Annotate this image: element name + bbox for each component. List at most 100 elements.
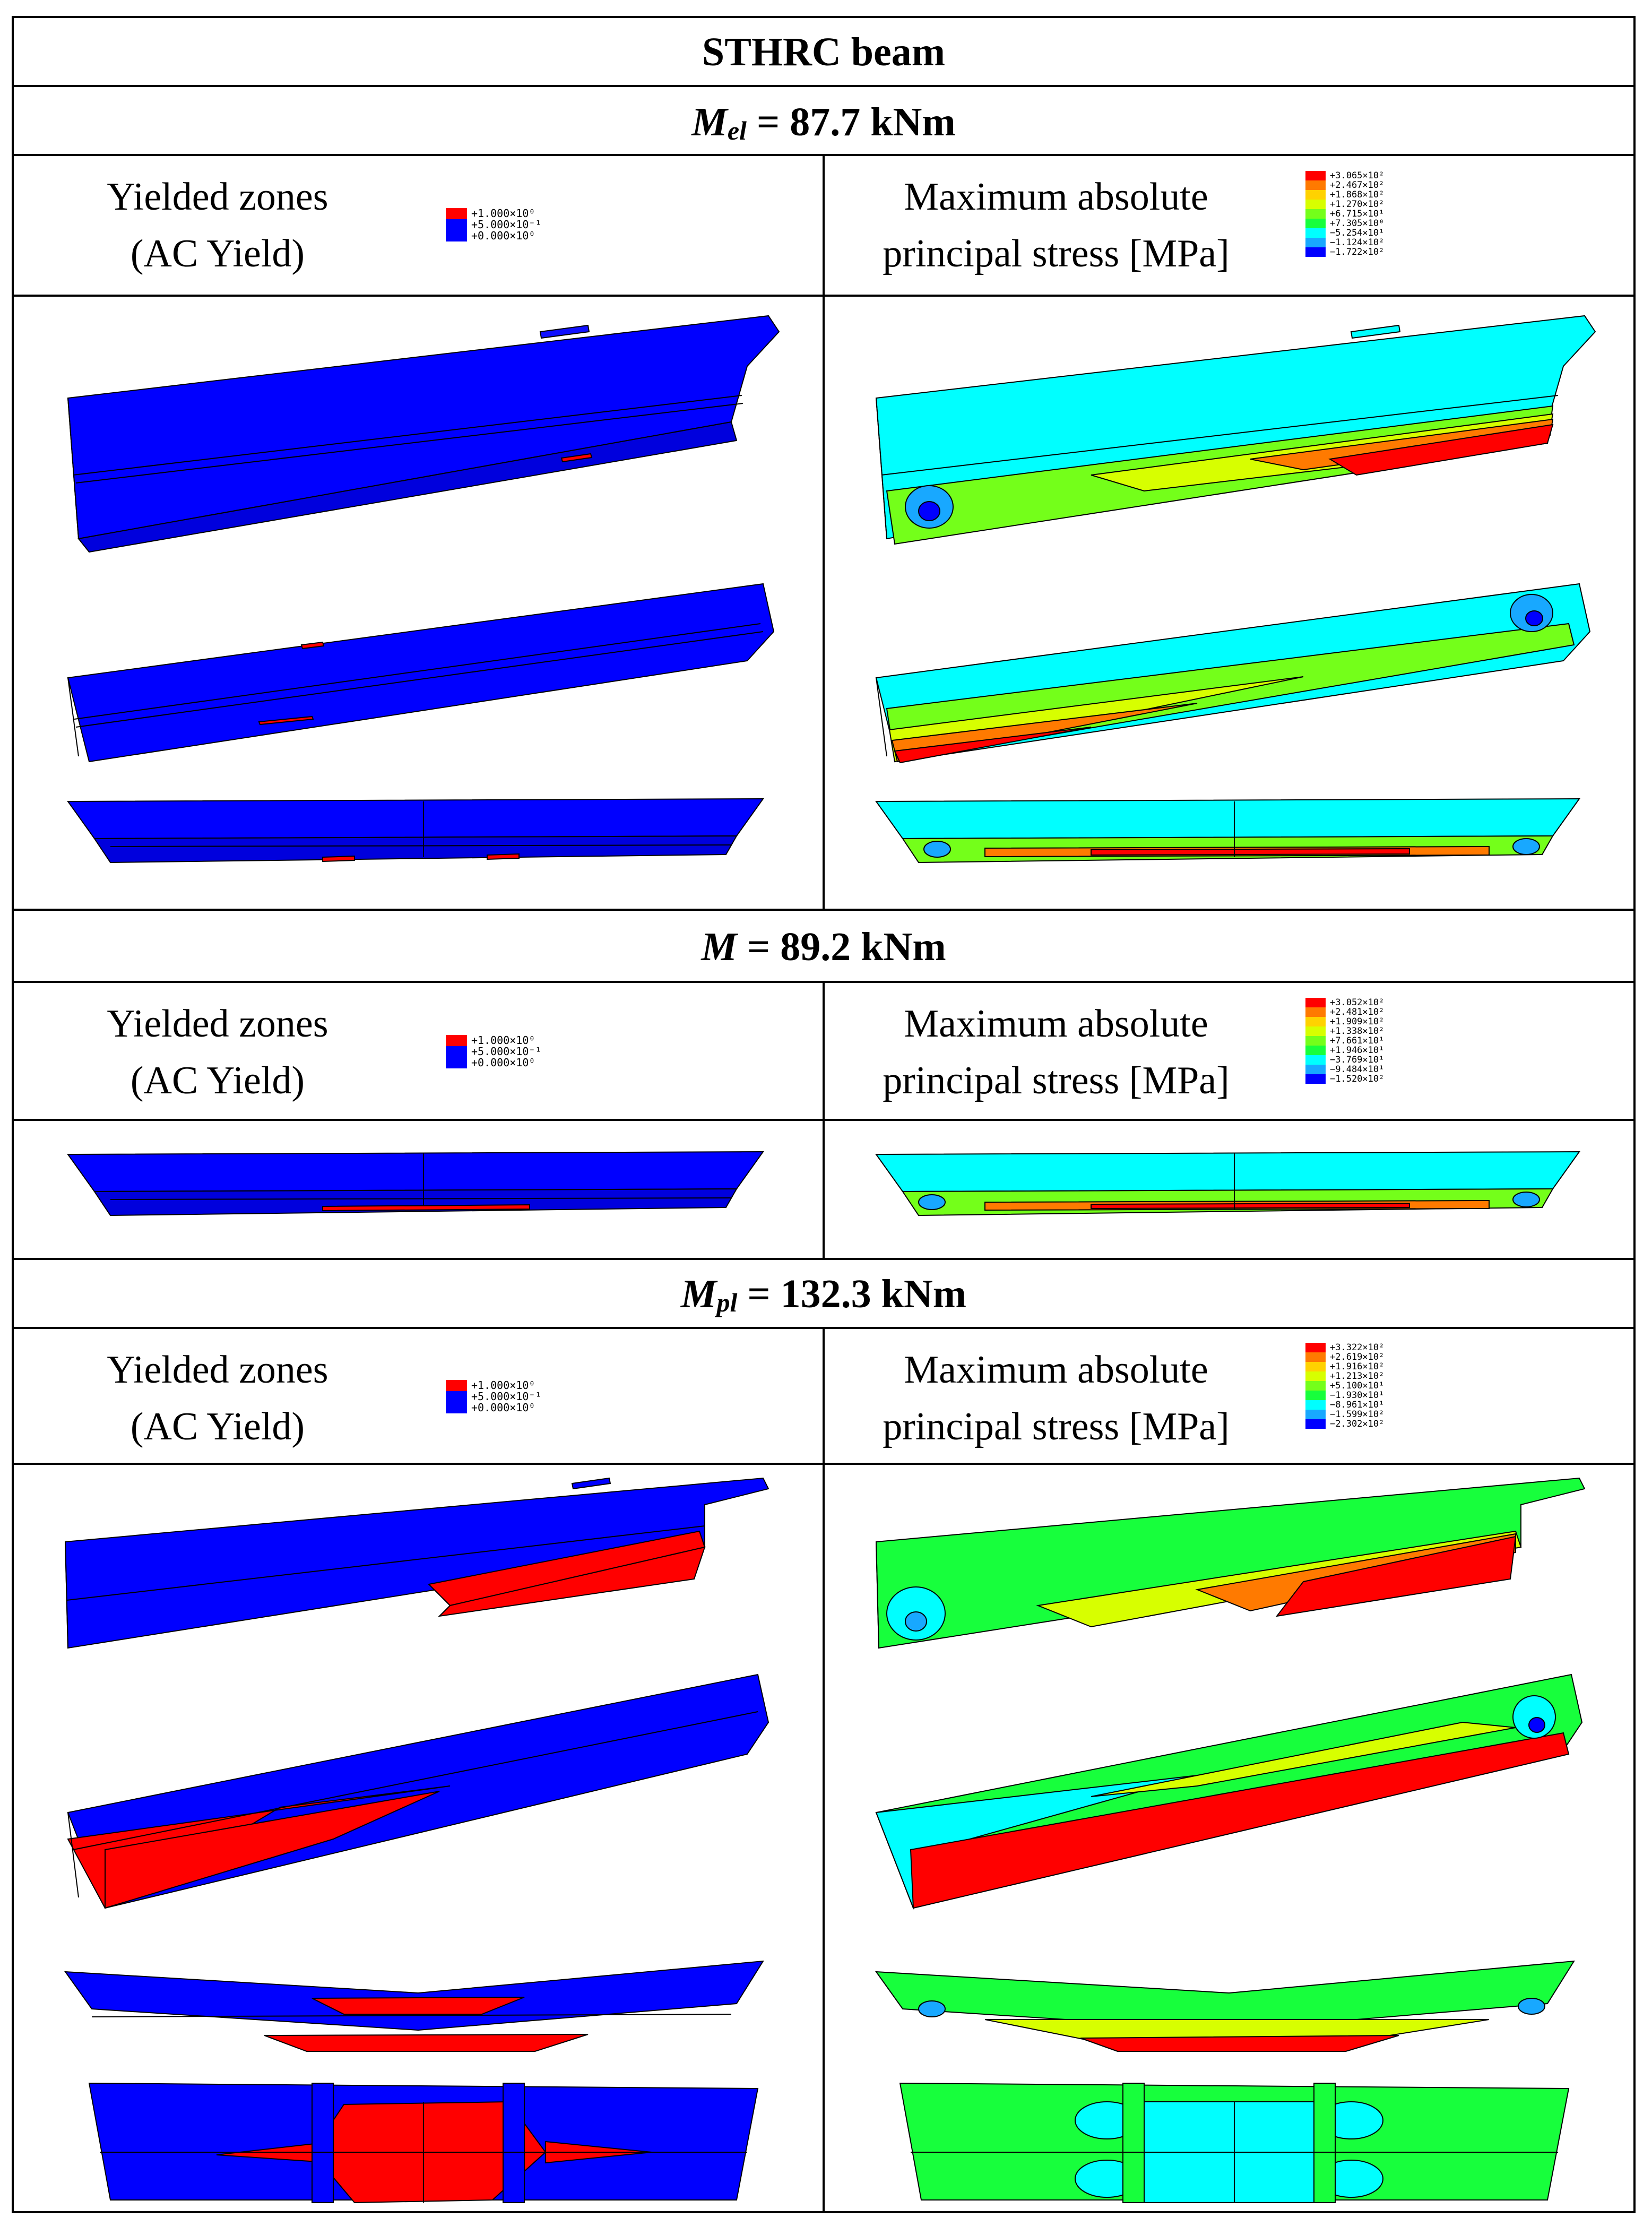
stress-label: Maximum absolute principal stress [MPa] (883, 1348, 1230, 1449)
legend-swatch (446, 208, 467, 219)
legend-value: −3.769×10¹ (1330, 1055, 1385, 1065)
table-title: STHRC beam (702, 30, 946, 74)
legend-swatch (446, 230, 467, 241)
legend-value: +1.000×10⁰ (471, 207, 535, 220)
legend-swatch (1305, 1065, 1326, 1074)
legend-swatch (1305, 998, 1326, 1007)
yield-legend: +1.000×10⁰ +5.000×10⁻¹ +0.000×10⁰ (446, 1035, 541, 1068)
legend-entry: +1.868×10² (1305, 190, 1384, 200)
legend-swatch (446, 1057, 467, 1068)
column-divider (823, 1327, 825, 2213)
legend-entry: +1.000×10⁰ (446, 208, 541, 219)
stress-contour-views-elastic (875, 315, 1596, 864)
moment-symbol: M (701, 925, 737, 969)
legend-swatch (1305, 1055, 1326, 1065)
legend-value: +2.619×10² (1330, 1352, 1385, 1362)
legend-entry: +7.661×10¹ (1305, 1036, 1384, 1046)
legend-value: +1.909×10² (1330, 1016, 1385, 1027)
stress-contour-view-intermediate (875, 1151, 1580, 1216)
legend-value: −1.930×10¹ (1330, 1390, 1385, 1401)
legend-swatch (1305, 200, 1326, 209)
legend-entry: +0.000×10⁰ (446, 1057, 541, 1068)
yield-legend: +1.000×10⁰ +5.000×10⁻¹ +0.000×10⁰ (446, 208, 541, 241)
legend-entry: +0.000×10⁰ (446, 230, 541, 241)
legend-value: −2.302×10² (1330, 1419, 1385, 1429)
moment-subscript: pl (716, 1288, 738, 1317)
legend-entry: −1.599×10² (1305, 1410, 1384, 1419)
section-title-elastic: Mel = 87.7 kNm (12, 102, 1636, 144)
legend-swatch (1305, 1036, 1326, 1046)
legend-entry: +1.000×10⁰ (446, 1380, 541, 1391)
legend-swatch (1305, 1026, 1326, 1036)
legend-entry: +5.000×10⁻¹ (446, 219, 541, 230)
legend-swatch (1305, 1419, 1326, 1429)
stress-label: Maximum absolute principal stress [MPa] (883, 175, 1230, 276)
legend-value: −1.520×10² (1330, 1074, 1385, 1084)
yield-contour-views-plastic (64, 1477, 769, 2204)
column-divider (823, 154, 825, 910)
legend-value: +6.715×10¹ (1330, 209, 1385, 219)
yield-label: Yielded zones (AC Yield) (107, 1348, 328, 1449)
legend-entry: +1.916×10² (1305, 1362, 1384, 1371)
legend-value: +7.305×10⁰ (1330, 218, 1385, 229)
legend-swatch (1305, 219, 1326, 228)
legend-swatch (1305, 1352, 1326, 1362)
legend-value: +2.481×10² (1330, 1007, 1385, 1017)
legend-swatch (1305, 1391, 1326, 1400)
legend-entry: +6.715×10¹ (1305, 209, 1384, 219)
legend-swatch (446, 1402, 467, 1413)
legend-swatch (1305, 1007, 1326, 1017)
legend-entry: +3.065×10² (1305, 171, 1384, 180)
legend-entry: −9.484×10¹ (1305, 1065, 1384, 1074)
legend-value: +2.467×10² (1330, 180, 1385, 191)
legend-swatch (1305, 1017, 1326, 1026)
yield-label: Yielded zones (AC Yield) (107, 175, 328, 276)
legend-swatch (1305, 238, 1326, 247)
legend-entry: +3.322×10² (1305, 1343, 1384, 1352)
legend-value: −9.484×10¹ (1330, 1064, 1385, 1075)
legend-entry: +1.946×10¹ (1305, 1046, 1384, 1055)
row-divider (12, 1258, 1636, 1260)
legend-entry: +7.305×10⁰ (1305, 219, 1384, 228)
legend-value: +7.661×10¹ (1330, 1035, 1385, 1046)
row-divider (12, 909, 1636, 911)
column-divider (823, 981, 825, 1259)
legend-value: +1.916×10² (1330, 1361, 1385, 1372)
moment-value: = 87.7 kNm (746, 100, 956, 144)
row-divider (12, 85, 1636, 87)
legend-entry: +1.338×10² (1305, 1026, 1384, 1036)
legend-value: +5.000×10⁻¹ (471, 1045, 542, 1058)
legend-swatch (446, 1380, 467, 1391)
legend-swatch (446, 1046, 467, 1057)
legend-entry: +5.000×10⁻¹ (446, 1391, 541, 1402)
legend-value: +5.000×10⁻¹ (471, 1390, 542, 1403)
legend-swatch (1305, 180, 1326, 190)
legend-value: +0.000×10⁰ (471, 1056, 535, 1069)
legend-value: +3.322×10² (1330, 1342, 1385, 1353)
legend-entry: −8.961×10¹ (1305, 1400, 1384, 1410)
legend-value: +0.000×10⁰ (471, 1401, 535, 1414)
legend-swatch (1305, 247, 1326, 257)
legend-swatch (1305, 1371, 1326, 1381)
stress-legend: +3.322×10² +2.619×10² +1.916×10² +1.213×10²… (1305, 1343, 1384, 1429)
legend-entry: +2.481×10² (1305, 1007, 1384, 1017)
legend-swatch (446, 1391, 467, 1402)
section-title-intermediate: M = 89.2 kNm (12, 927, 1636, 967)
legend-value: −1.124×10² (1330, 237, 1385, 248)
legend-swatch (1305, 190, 1326, 200)
section-title-plastic: Mpl = 132.3 kNm (12, 1274, 1636, 1316)
yield-contour-view-intermediate (67, 1151, 764, 1216)
legend-entry: +1.909×10² (1305, 1017, 1384, 1026)
yield-contour-views-elastic (67, 315, 780, 864)
moment-value: = 89.2 kNm (737, 925, 946, 969)
legend-swatch (1305, 1381, 1326, 1391)
stress-label: Maximum absolute principal stress [MPa] (883, 1002, 1230, 1103)
legend-value: −5.254×10¹ (1330, 228, 1385, 238)
legend-value: +5.100×10¹ (1330, 1380, 1385, 1391)
legend-entry: −1.930×10¹ (1305, 1391, 1384, 1400)
yield-legend: +1.000×10⁰ +5.000×10⁻¹ +0.000×10⁰ (446, 1380, 541, 1413)
legend-entry: +1.270×10² (1305, 200, 1384, 209)
moment-symbol: M (680, 1272, 717, 1316)
legend-swatch (446, 1035, 467, 1046)
legend-value: −8.961×10¹ (1330, 1400, 1385, 1410)
